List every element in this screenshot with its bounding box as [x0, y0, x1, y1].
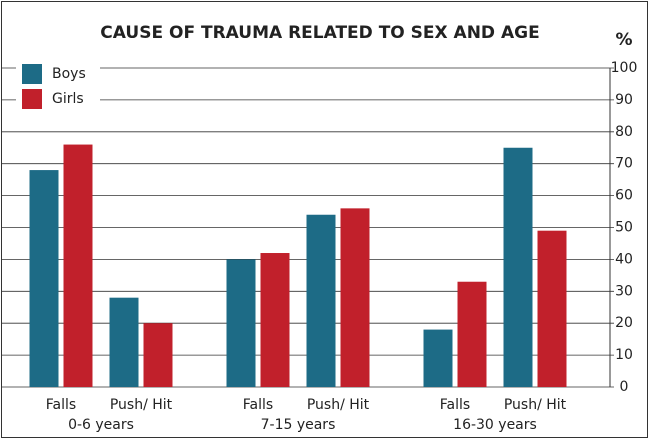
- y-tick-label: 10: [615, 347, 633, 363]
- y-axis-label: %: [615, 30, 632, 50]
- x-tick-label: Falls: [243, 397, 273, 413]
- bar: [143, 323, 173, 387]
- bar: [537, 230, 567, 387]
- legend-swatch: [22, 89, 42, 109]
- bar: [503, 147, 533, 387]
- legend-label: Boys: [52, 66, 86, 82]
- y-tick-label: 100: [611, 60, 638, 76]
- x-tick-label: Falls: [440, 397, 470, 413]
- bar: [226, 259, 256, 387]
- y-tick-label: 80: [615, 124, 633, 140]
- bar: [29, 170, 59, 387]
- group-label: 16-30 years: [453, 417, 537, 433]
- x-tick-label: Push/ Hit: [110, 397, 173, 413]
- bar: [260, 253, 290, 387]
- group-label: 7-15 years: [261, 417, 336, 433]
- y-tick-label: 90: [615, 92, 633, 108]
- y-tick-label: 60: [615, 188, 633, 204]
- y-tick-label: 50: [615, 220, 633, 236]
- bar: [306, 214, 336, 387]
- y-tick-label: 20: [615, 315, 633, 331]
- x-tick-label: Falls: [46, 397, 76, 413]
- legend-swatch: [22, 64, 42, 84]
- y-tick-label: 30: [615, 283, 633, 299]
- bar: [340, 208, 370, 387]
- chart-title: CAUSE OF TRAUMA RELATED TO SEX AND AGE: [100, 23, 539, 43]
- group-label: 0-6 years: [68, 417, 134, 433]
- y-tick-label: 70: [615, 156, 633, 172]
- bar: [109, 297, 139, 387]
- bar: [423, 329, 453, 387]
- legend-label: Girls: [52, 91, 84, 107]
- bar: [457, 281, 487, 387]
- y-tick-label: 40: [615, 251, 633, 267]
- x-tick-label: Push/ Hit: [307, 397, 370, 413]
- bar: [63, 144, 93, 387]
- y-tick-label: 0: [620, 379, 629, 395]
- x-tick-label: Push/ Hit: [504, 397, 567, 413]
